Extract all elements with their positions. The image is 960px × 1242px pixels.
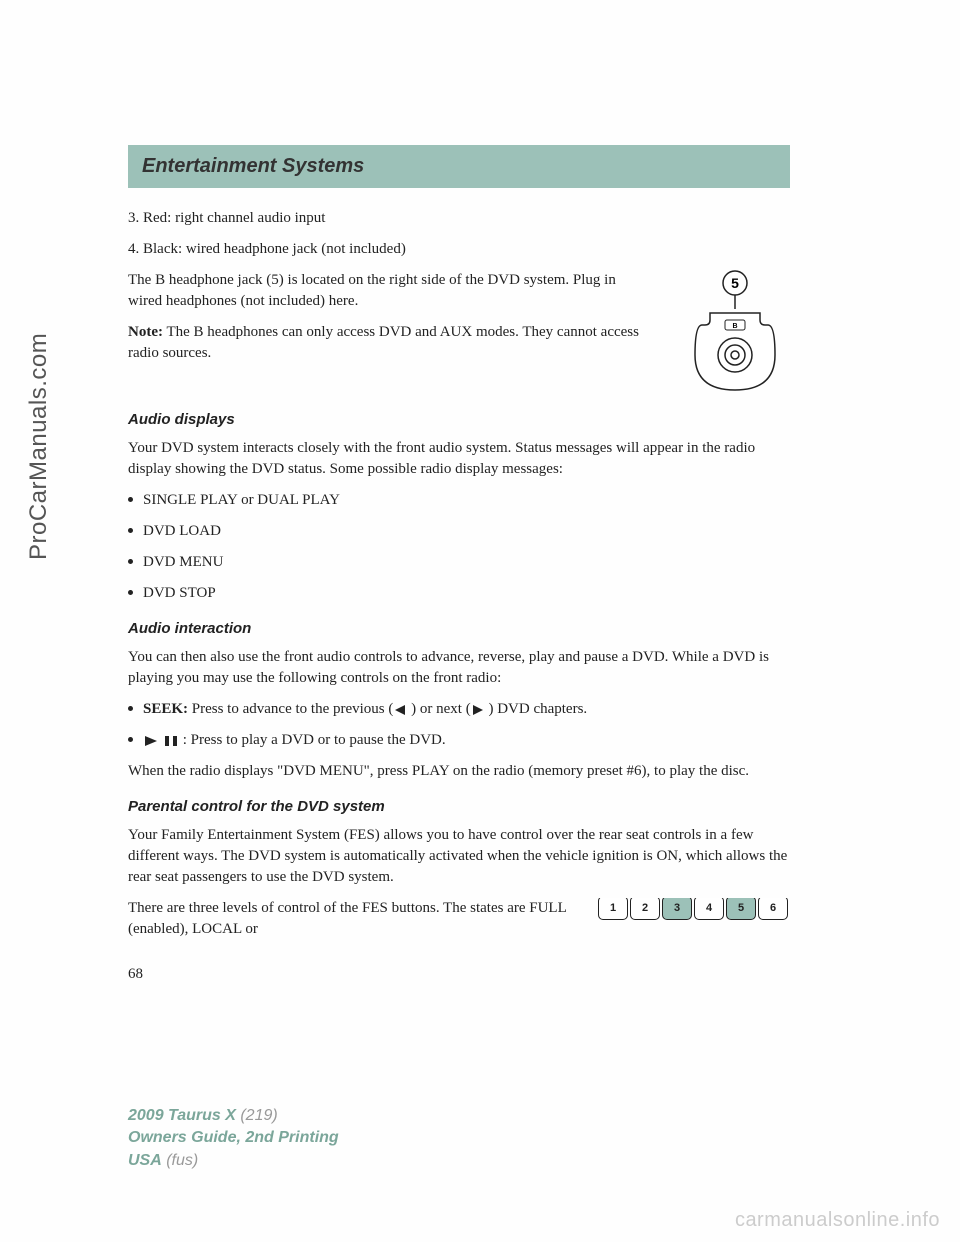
preset-button-5: 5 [726, 898, 756, 920]
seek-mid: ) or next ( [407, 701, 470, 717]
bullet-text: DVD LOAD [143, 521, 790, 542]
headphone-jack-diagram: 5 B [680, 270, 790, 395]
header-bar: Entertainment Systems [128, 145, 790, 188]
footer-line-2: Owners Guide, 2nd Printing [128, 1127, 339, 1149]
preset-section: 123456 There are three levels of control… [128, 898, 790, 950]
preset-button-6: 6 [758, 898, 788, 920]
preset-button-1: 1 [598, 898, 628, 920]
callout-5: 5 [731, 275, 739, 291]
page-number: 68 [128, 964, 790, 985]
dvd-menu-paragraph: When the radio displays "DVD MENU", pres… [128, 761, 790, 782]
bullet-icon [128, 590, 133, 595]
list-item-4: 4. Black: wired headphone jack (not incl… [128, 239, 790, 260]
footer-line-1: 2009 Taurus X (219) [128, 1105, 339, 1127]
note-label: Note: [128, 324, 163, 340]
footer-line-3: USA (fus) [128, 1150, 339, 1172]
preset-button-2: 2 [630, 898, 660, 920]
next-icon [471, 703, 485, 717]
parental-paragraph: Your Family Entertainment System (FES) a… [128, 825, 790, 888]
bullet-item: DVD LOAD [128, 521, 790, 542]
parental-heading: Parental control for the DVD system [128, 796, 790, 817]
model-name: 2009 Taurus X [128, 1107, 236, 1124]
svg-text:B: B [732, 323, 737, 330]
audio-interaction-paragraph: You can then also use the front audio co… [128, 647, 790, 689]
page-container: Entertainment Systems 3. Red: right chan… [0, 0, 960, 985]
seek-text: SEEK: Press to advance to the previous (… [143, 699, 790, 720]
bullet-item: DVD MENU [128, 552, 790, 573]
section-title: Entertainment Systems [142, 155, 776, 178]
audio-interaction-heading: Audio interaction [128, 618, 790, 639]
audio-displays-paragraph: Your DVD system interacts closely with t… [128, 438, 790, 480]
content-body: 3. Red: right channel audio input 4. Bla… [128, 208, 790, 985]
bullet-item: DVD STOP [128, 583, 790, 604]
bullet-icon [128, 497, 133, 502]
preset-button-3: 3 [662, 898, 692, 920]
seek-prefix: Press to advance to the previous ( [188, 701, 393, 717]
bullet-item-playpause: : Press to play a DVD or to pause the DV… [128, 730, 790, 751]
bullet-text: SINGLE PLAY or DUAL PLAY [143, 490, 790, 511]
footer: 2009 Taurus X (219) Owners Guide, 2nd Pr… [128, 1105, 339, 1172]
play-pause-icon [143, 734, 179, 748]
preset-buttons-diagram: 123456 [598, 898, 790, 920]
bullet-item-seek: SEEK: Press to advance to the previous (… [128, 699, 790, 720]
watermark-bottom: carmanualsonline.info [735, 1209, 940, 1232]
audio-displays-heading: Audio displays [128, 409, 790, 430]
bullet-icon [128, 706, 133, 711]
bullet-icon [128, 737, 133, 742]
usa-label: USA [128, 1152, 162, 1169]
playpause-text: : Press to play a DVD or to pause the DV… [143, 730, 790, 751]
headphone-section: 5 B The B headphone jack (5) is located … [128, 270, 790, 395]
playpause-desc: : Press to play a DVD or to pause the DV… [179, 732, 446, 748]
previous-icon [393, 703, 407, 717]
bullet-icon [128, 559, 133, 564]
model-code: (219) [236, 1107, 278, 1124]
seek-suffix: ) DVD chapters. [485, 701, 587, 717]
watermark-left: ProCarManuals.com [25, 333, 53, 560]
list-item-3: 3. Red: right channel audio input [128, 208, 790, 229]
bullet-text: DVD STOP [143, 583, 790, 604]
bullet-text: DVD MENU [143, 552, 790, 573]
fus-label: (fus) [162, 1152, 198, 1169]
preset-button-4: 4 [694, 898, 724, 920]
bullet-icon [128, 528, 133, 533]
seek-label: SEEK: [143, 701, 188, 717]
bullet-item: SINGLE PLAY or DUAL PLAY [128, 490, 790, 511]
note-text: The B headphones can only access DVD and… [128, 324, 639, 361]
